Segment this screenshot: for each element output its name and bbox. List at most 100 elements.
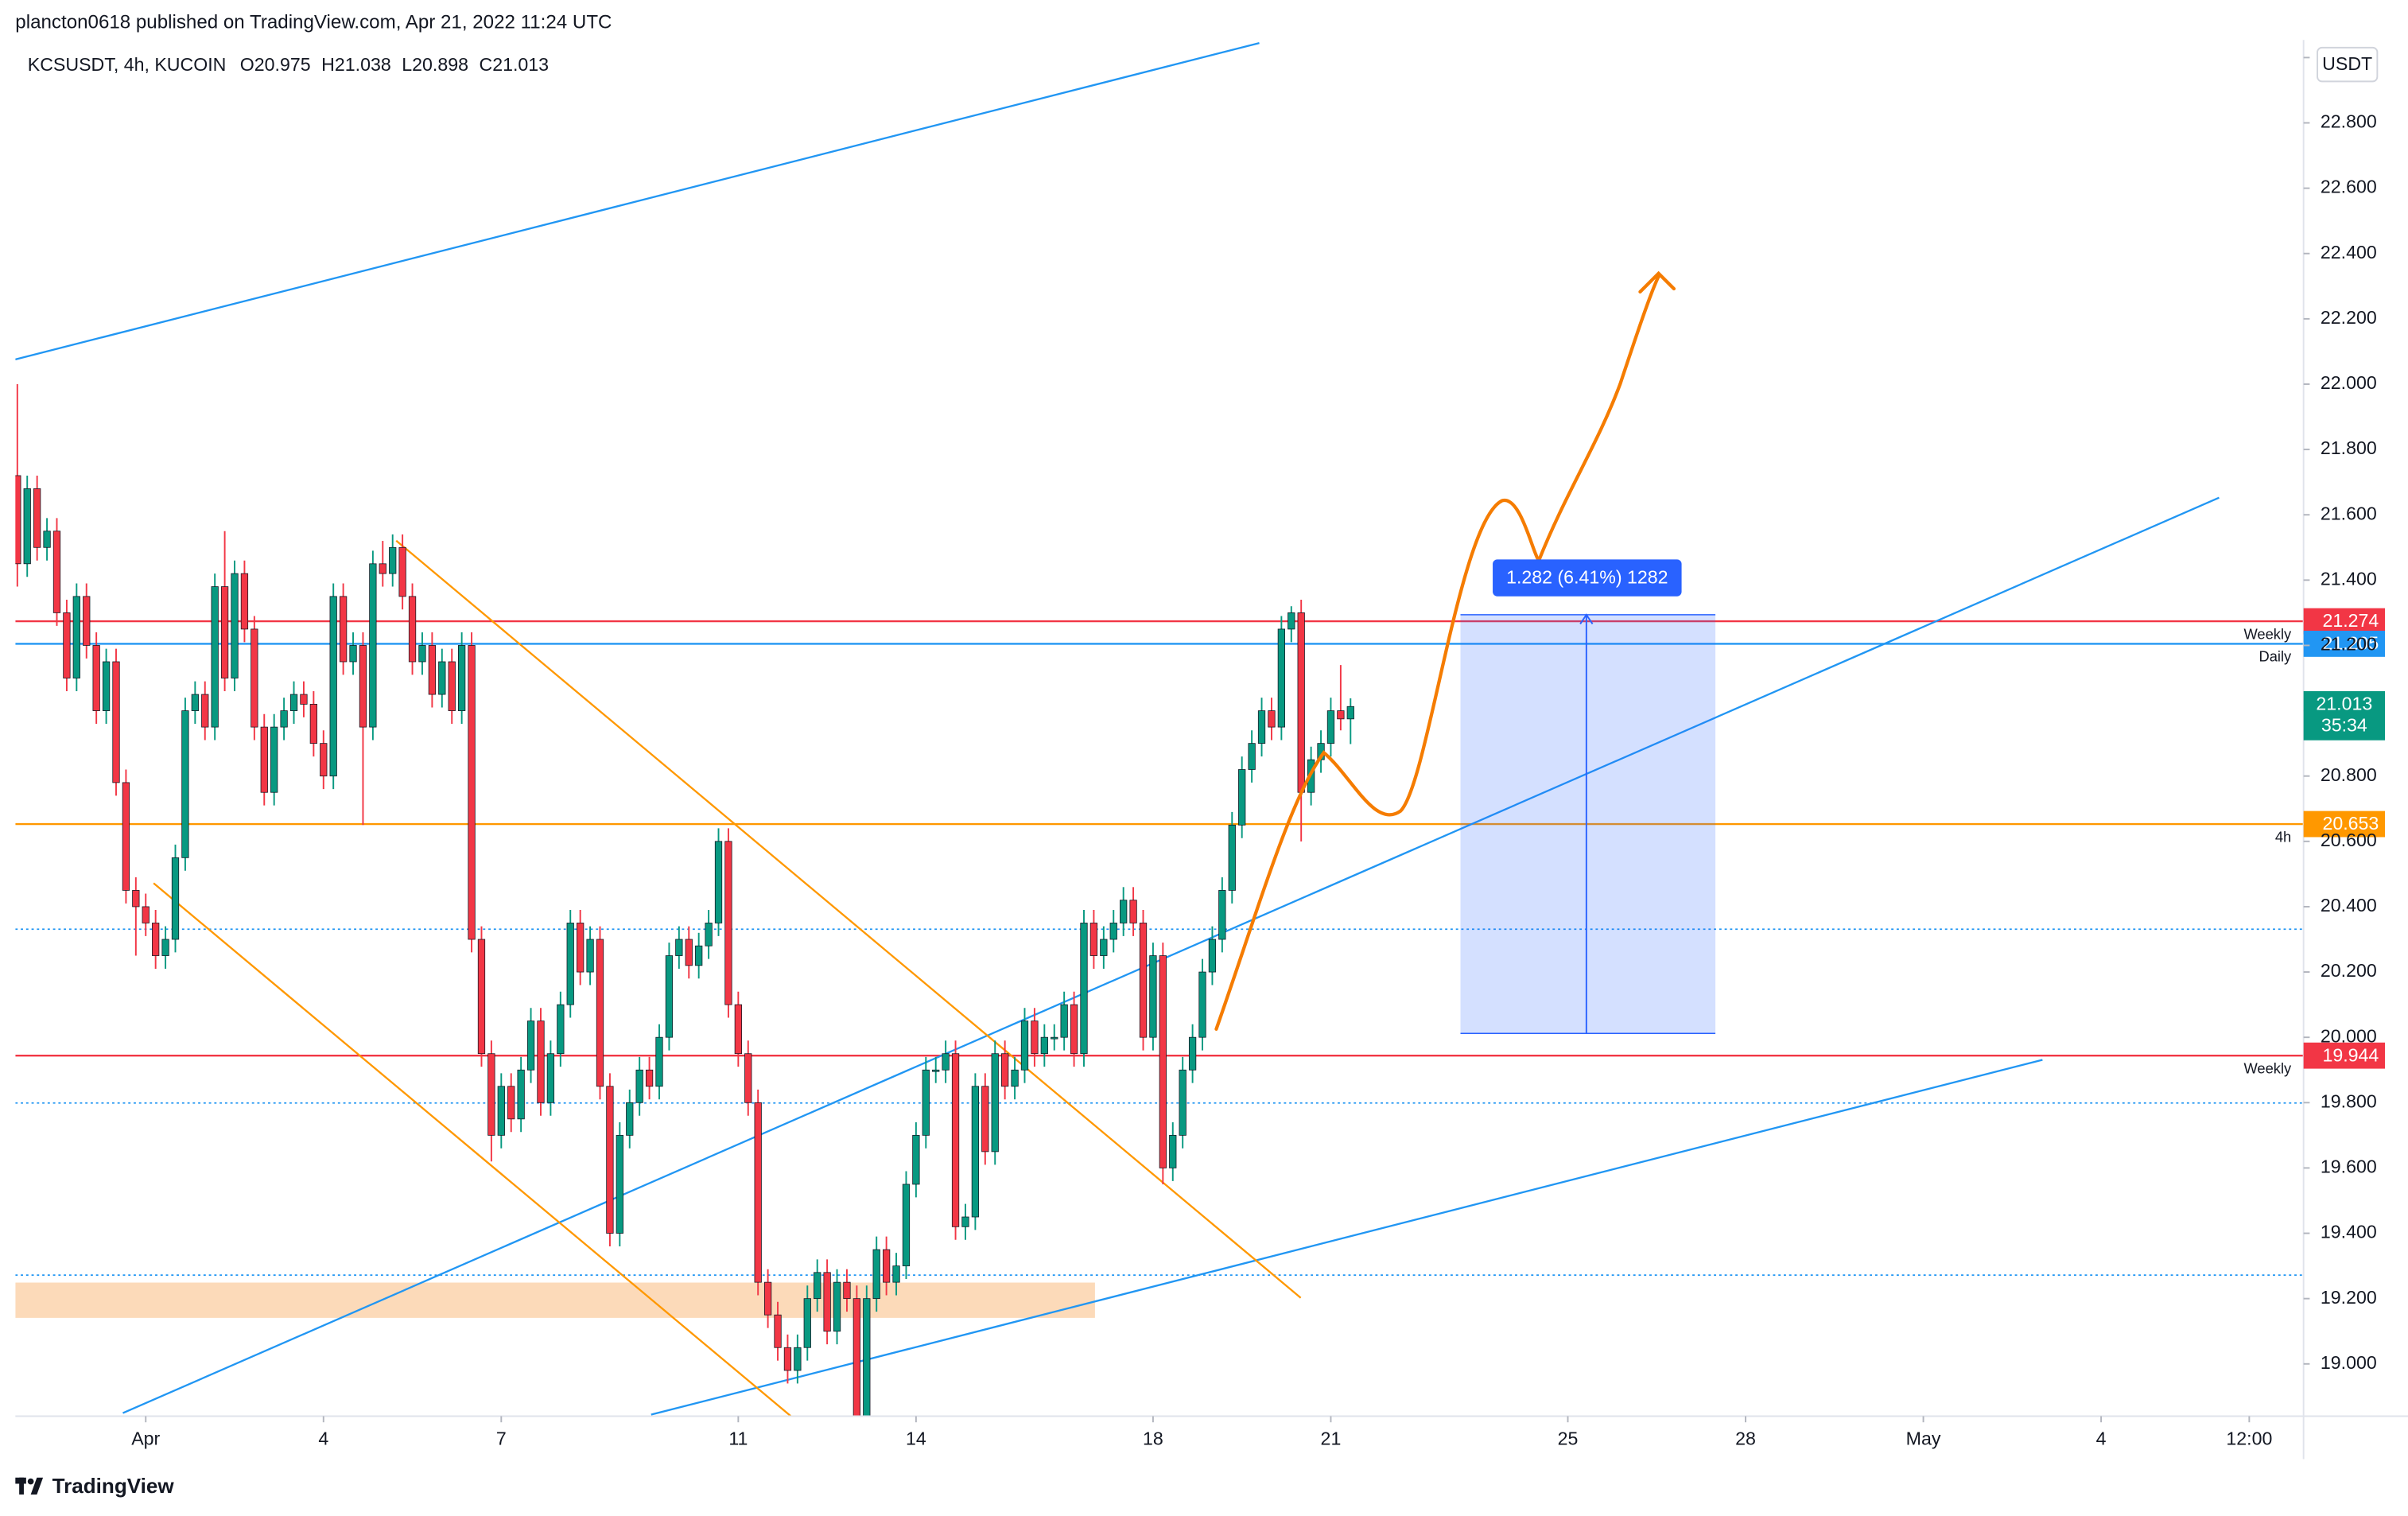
candle-body	[546, 1053, 555, 1103]
candle-body	[763, 1281, 772, 1316]
symbol: KCSUSDT, 4h, KUCOIN	[28, 54, 227, 75]
candle-body	[63, 612, 71, 678]
candle-body	[52, 531, 61, 613]
x-tick-label: 11	[728, 1429, 748, 1449]
candle-body	[33, 488, 41, 548]
candle-body	[1159, 955, 1167, 1168]
candle-body	[1109, 923, 1117, 940]
candle-body	[665, 955, 674, 1038]
candle-body	[526, 1020, 535, 1071]
ohlc-value: 21.038	[335, 54, 391, 75]
candle-body	[349, 645, 357, 663]
price-tag	[2303, 690, 2386, 741]
logo-mark	[27, 1478, 34, 1485]
candle-body	[1169, 1134, 1177, 1168]
candle-body	[171, 857, 180, 940]
candle-body	[240, 573, 249, 630]
zone	[15, 1282, 1095, 1318]
candle-body	[744, 1053, 752, 1103]
candle-body	[1149, 955, 1157, 1038]
candle-body	[23, 488, 31, 565]
ohlc-prefix: L	[402, 54, 412, 75]
candle-body	[448, 661, 456, 711]
x-tick-label: 14	[906, 1429, 926, 1449]
candle-body	[863, 1298, 871, 1417]
candle-body	[1268, 710, 1276, 728]
candle-body	[309, 703, 317, 744]
channel-line	[153, 882, 792, 1417]
candle-body	[991, 1053, 999, 1153]
candle-body	[853, 1298, 861, 1417]
candle-body	[152, 923, 160, 956]
candle-body	[15, 475, 21, 565]
level-label: Weekly	[2243, 1059, 2292, 1076]
candle-body	[517, 1069, 525, 1120]
measure-label: 1.282 (6.41%) 1282	[1506, 567, 1668, 588]
y-tick-label: 20.400	[2321, 895, 2377, 915]
candle-body	[1070, 1004, 1078, 1055]
currency[interactable]: USDT	[2322, 53, 2372, 74]
candle-body	[497, 1086, 505, 1136]
candle-body	[695, 945, 703, 966]
candle-body	[112, 661, 120, 783]
y-tick-label: 19.800	[2321, 1090, 2377, 1111]
candle-body	[1257, 710, 1266, 744]
candle-body	[379, 563, 386, 574]
candle-body	[211, 586, 219, 728]
y-tick-label: 20.200	[2321, 960, 2377, 981]
candle-body	[803, 1298, 811, 1348]
level-label: Weekly	[2243, 625, 2292, 642]
candle-body	[201, 694, 209, 728]
candle-body	[1346, 706, 1354, 720]
candles	[15, 383, 1354, 1417]
candle-body	[596, 939, 604, 1087]
y-tick-label: 22.400	[2321, 242, 2377, 262]
candle-body	[260, 726, 268, 793]
candle-body	[468, 645, 476, 940]
candle-body	[428, 645, 437, 695]
level-tag	[2303, 1042, 2386, 1069]
trend-line	[122, 496, 2220, 1414]
level-tag-value: 21.205	[2322, 632, 2379, 653]
candle-body	[1040, 1036, 1048, 1055]
projection	[1214, 270, 1676, 1031]
y-tick-label: 22.800	[2321, 111, 2377, 132]
candle-body	[320, 743, 328, 777]
candle-body	[814, 1272, 821, 1300]
candle-body	[191, 694, 199, 711]
channel-line	[395, 539, 1302, 1299]
candle-body	[1188, 1036, 1197, 1071]
x-tick-label: 4	[2096, 1429, 2107, 1449]
candle-body	[1139, 923, 1148, 1038]
candle-body	[43, 531, 51, 548]
level-tag-value: 19.944	[2322, 1044, 2379, 1065]
overlays: Weekly Daily 4h Weekly 1.282 (6.41%) 1282	[1460, 559, 2292, 1076]
y-tick-label: 22.200	[2321, 307, 2377, 328]
header: plancton0618 published on TradingView.co…	[15, 11, 612, 33]
x-tick-label: 4	[318, 1429, 328, 1449]
candle-body	[83, 596, 91, 646]
candle-body	[369, 563, 377, 728]
candle-body	[734, 1004, 742, 1055]
currency-button	[2317, 46, 2379, 83]
candle-body	[359, 645, 367, 728]
y-tick-label: 21.800	[2321, 437, 2377, 458]
level-tag-value: 21.274	[2322, 610, 2379, 631]
candle-body	[1060, 1004, 1068, 1038]
logo-mark	[19, 1477, 24, 1495]
candle-body	[1238, 769, 1246, 826]
projection-path	[1214, 274, 1660, 1031]
measure-label-box	[1493, 559, 1682, 597]
x-tick-label: 12:00	[2226, 1429, 2272, 1449]
x-tick-label: 18	[1143, 1429, 1163, 1449]
candle-body	[487, 1053, 495, 1136]
candle-body	[1051, 1036, 1058, 1040]
candle-body	[1218, 890, 1226, 940]
candle-body	[892, 1265, 900, 1283]
candle-body	[1001, 1053, 1009, 1087]
candle-body	[685, 939, 693, 966]
candle-body	[507, 1086, 515, 1120]
